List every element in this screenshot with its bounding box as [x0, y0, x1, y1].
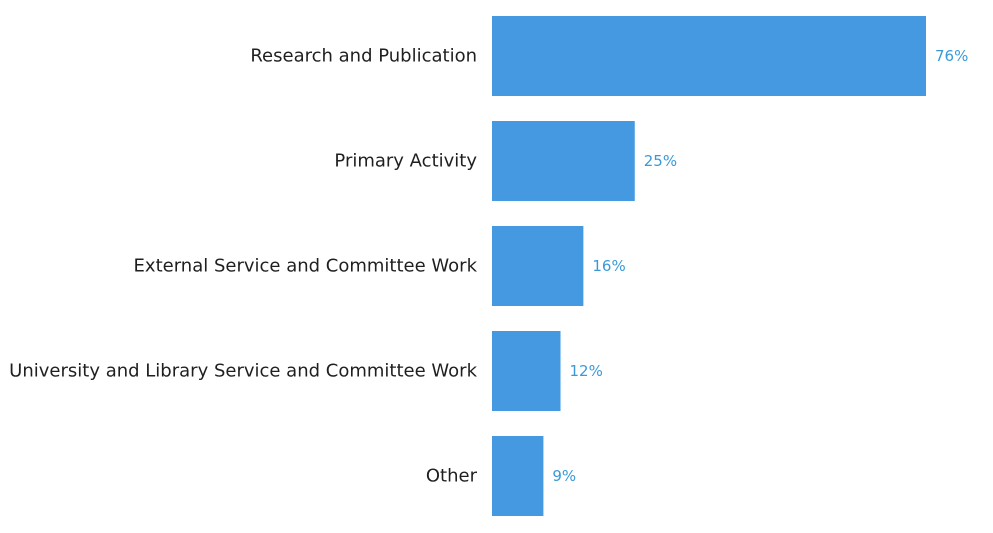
category-label-4: University and Library Service and Commi… [9, 361, 477, 382]
bars-group [492, 16, 926, 516]
bar-4 [492, 331, 561, 411]
category-label-1: Research and Publication [250, 46, 477, 67]
bar-3 [492, 226, 584, 306]
value-label-4: 12% [570, 362, 603, 380]
bar-1 [492, 16, 926, 96]
value-labels-group: 76% 25% 16% 12% 9% [552, 47, 968, 485]
value-label-5: 9% [552, 467, 576, 485]
bar-2 [492, 121, 635, 201]
category-label-2: Primary Activity [334, 151, 477, 172]
bar-5 [492, 436, 544, 516]
category-label-3: External Service and Committee Work [134, 256, 478, 277]
category-label-5: Other [426, 466, 478, 487]
value-label-2: 25% [644, 152, 677, 170]
value-label-3: 16% [592, 257, 625, 275]
value-label-1: 76% [935, 47, 968, 65]
category-labels-group: Research and Publication Primary Activity… [9, 46, 477, 487]
